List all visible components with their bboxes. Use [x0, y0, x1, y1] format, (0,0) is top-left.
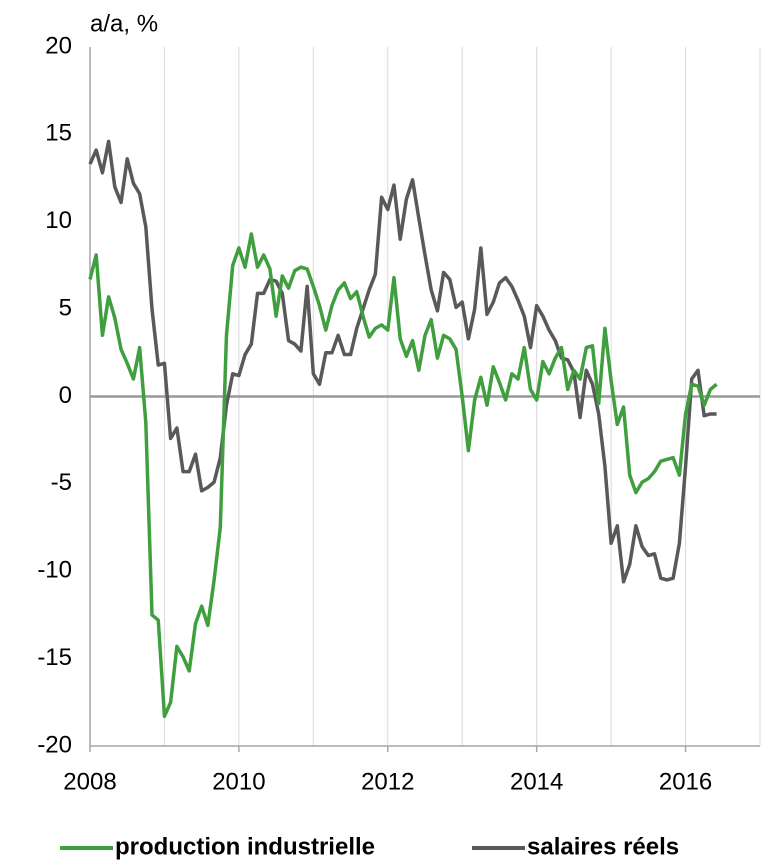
- x-tick-label: 2012: [361, 768, 414, 795]
- x-tick-label: 2008: [63, 768, 116, 795]
- y-tick-label: -5: [51, 469, 72, 496]
- y-tick-label: -15: [37, 644, 72, 671]
- series-line: [88, 139, 717, 584]
- y-tick-label: 15: [45, 120, 72, 147]
- x-tick-label: 2010: [212, 768, 265, 795]
- x-tick-label: 2014: [510, 768, 563, 795]
- legend-label: production industrielle: [115, 833, 375, 860]
- y-tick-label: -10: [37, 557, 72, 584]
- y-tick-label: 5: [59, 294, 72, 321]
- y-tick-label: 20: [45, 32, 72, 59]
- y-tick-label: 0: [59, 382, 72, 409]
- y-axis-label: a/a, %: [90, 10, 158, 37]
- series-line: [88, 232, 718, 719]
- legend-label: salaires réels: [527, 833, 679, 860]
- y-tick-label: 10: [45, 207, 72, 234]
- x-tick-label: 2016: [659, 768, 712, 795]
- y-tick-label: -20: [37, 731, 72, 758]
